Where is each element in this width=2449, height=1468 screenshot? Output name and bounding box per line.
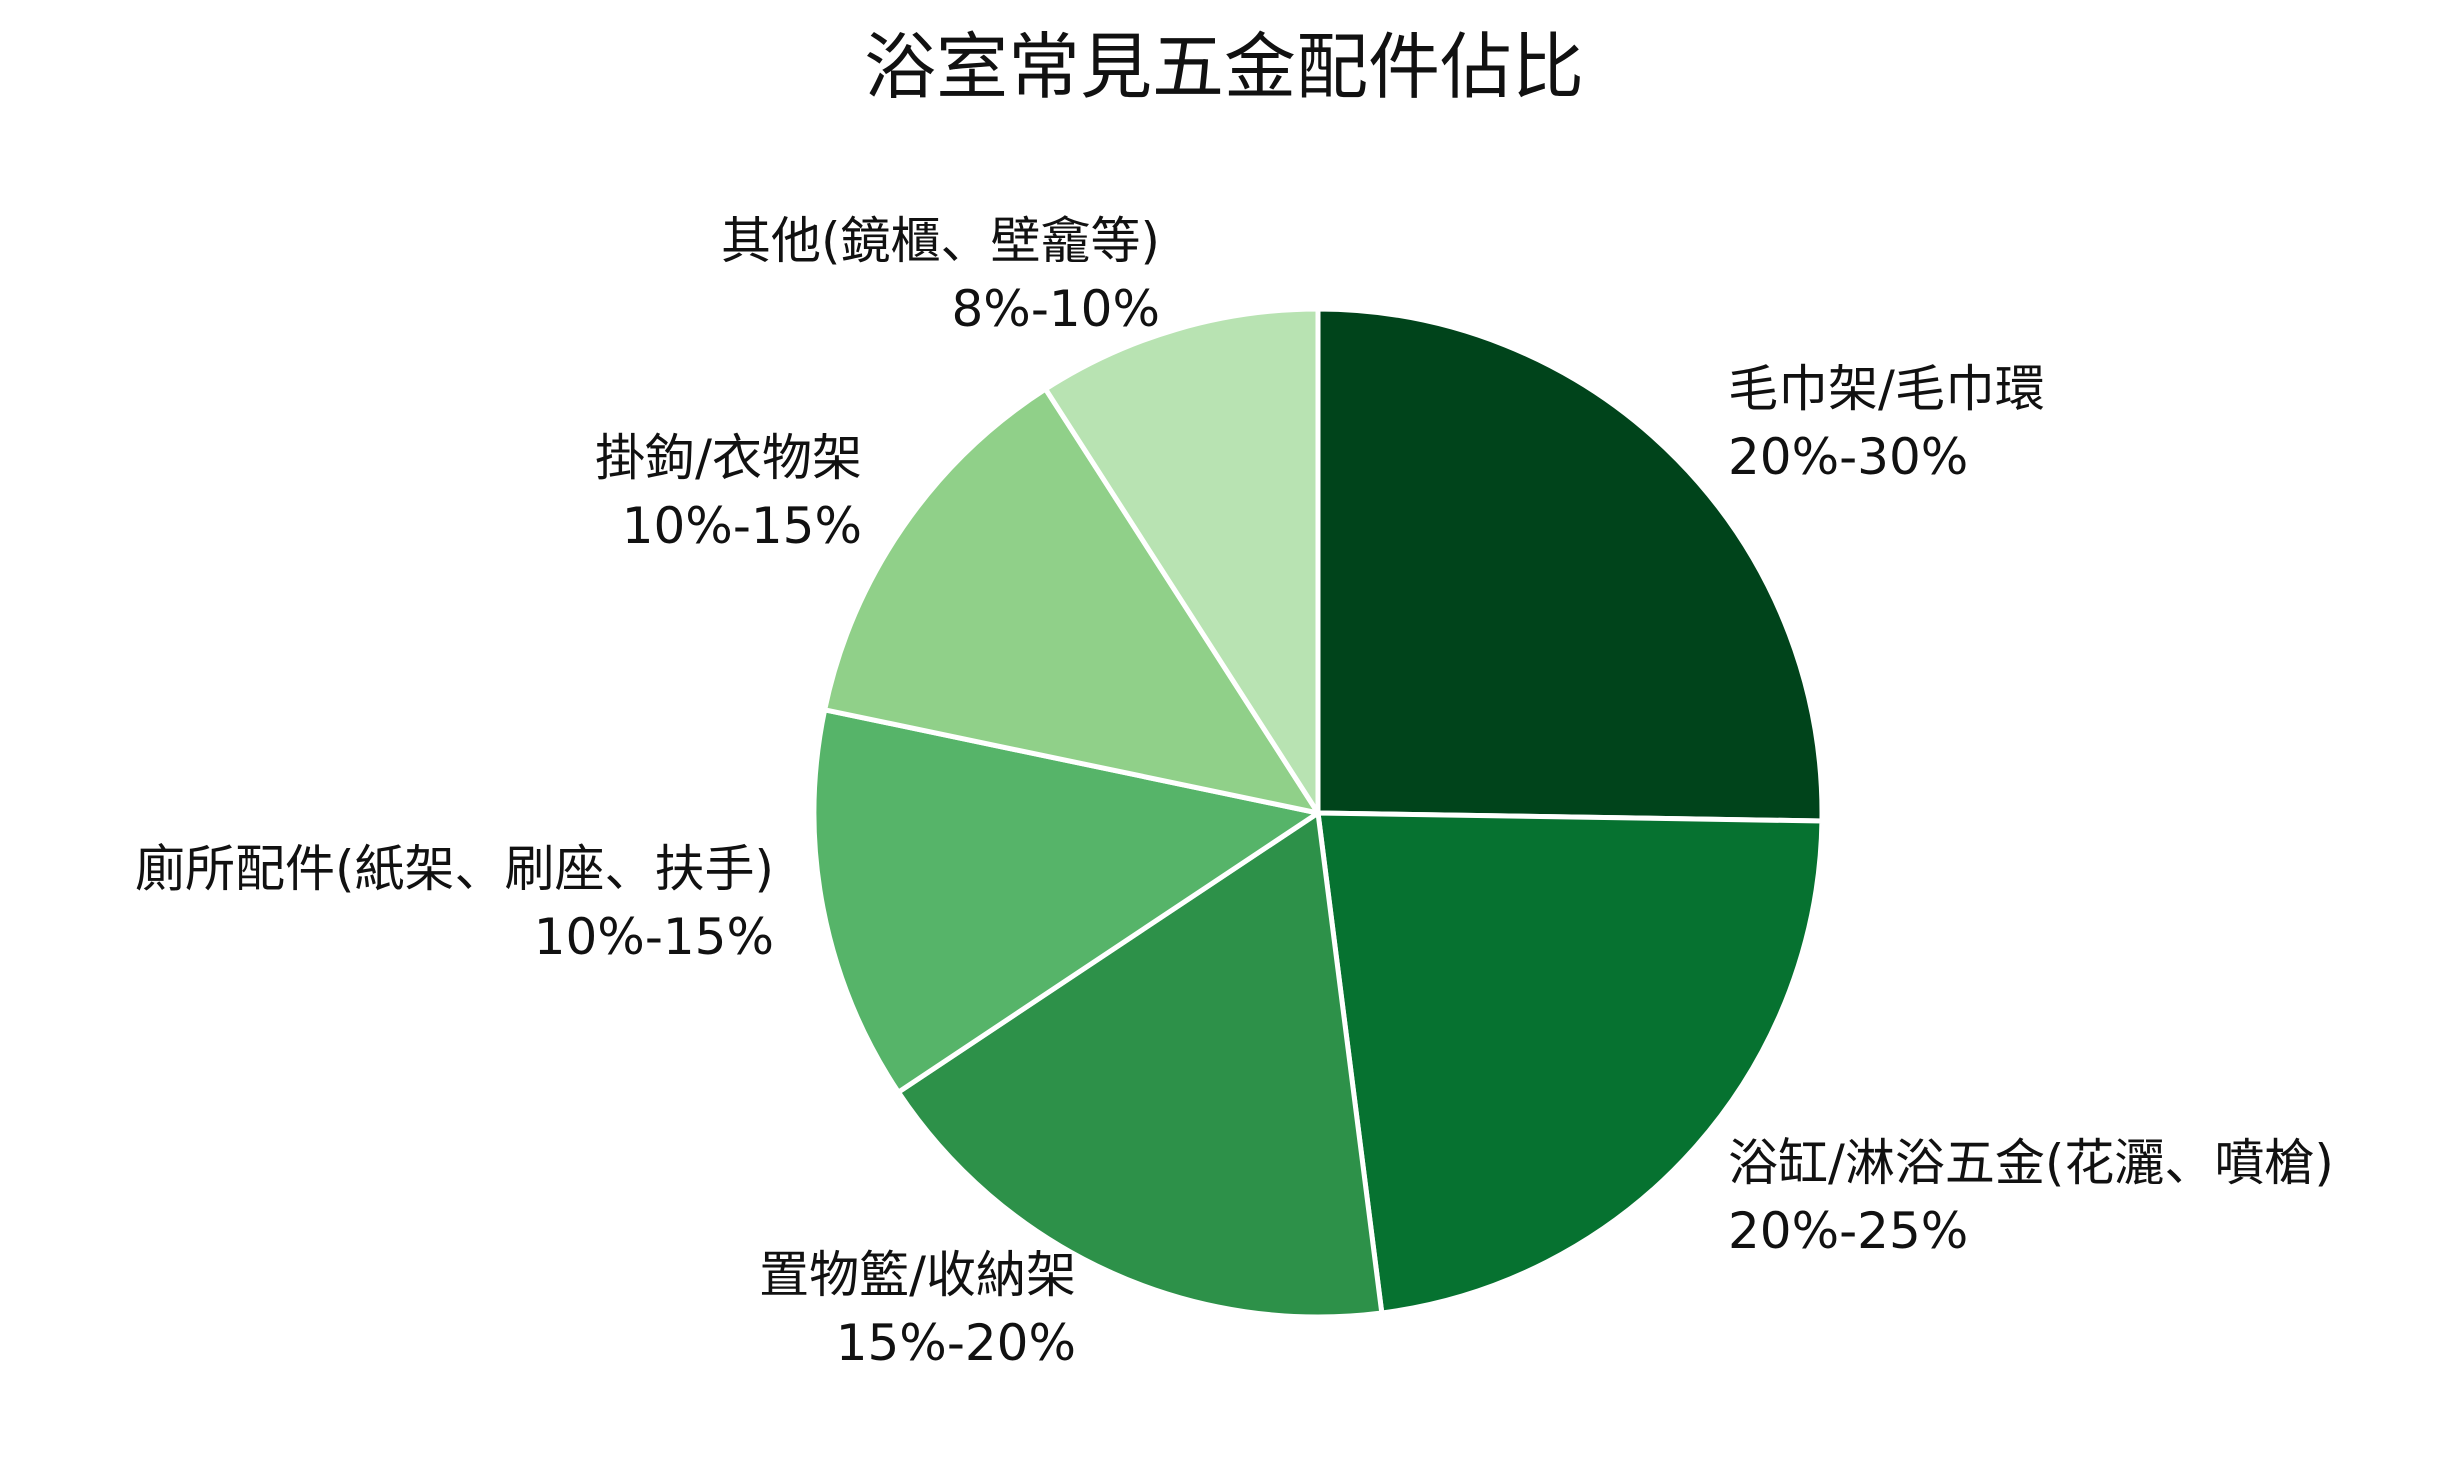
slice-value-label-6: 8%-10% [952,280,1161,338]
pie-slice-1 [1315,306,1825,824]
pie-slice-4 [811,707,1321,1095]
slice-label-5: 掛鉤/衣物架 [595,429,862,487]
pie-slice-3 [895,810,1385,1320]
slice-label-4: 廁所配件(紙架、刷座、扶手) [135,840,774,898]
slice-value-label-5: 10%-15% [622,497,862,555]
slice-label-1: 毛巾架/毛巾環 [1728,360,2045,418]
slice-value-label-3: 15%-20% [836,1314,1076,1372]
slice-label-6: 其他(鏡櫃、壁龕等) [721,212,1160,270]
slice-value-label-4: 10%-15% [534,908,774,966]
pie-slices [811,306,1825,1320]
chart-title: 浴室常見五金配件佔比 [864,25,1584,109]
slice-labels: 毛巾架/毛巾環 20%-30% 浴缸/淋浴五金(花灑、噴槍) 20%-25% 置物籃/收… [135,212,2334,1372]
slice-label-3: 置物籃/收納架 [759,1246,1076,1304]
pie-slice-6 [1043,306,1321,816]
slice-value-label-2: 20%-25% [1728,1202,1968,1260]
pie-slice-5 [822,386,1321,816]
slice-value-label-1: 20%-30% [1728,428,1968,486]
slice-label-2: 浴缸/淋浴五金(花灑、噴槍) [1728,1134,2334,1192]
pie-slice-2 [1315,810,1825,1316]
